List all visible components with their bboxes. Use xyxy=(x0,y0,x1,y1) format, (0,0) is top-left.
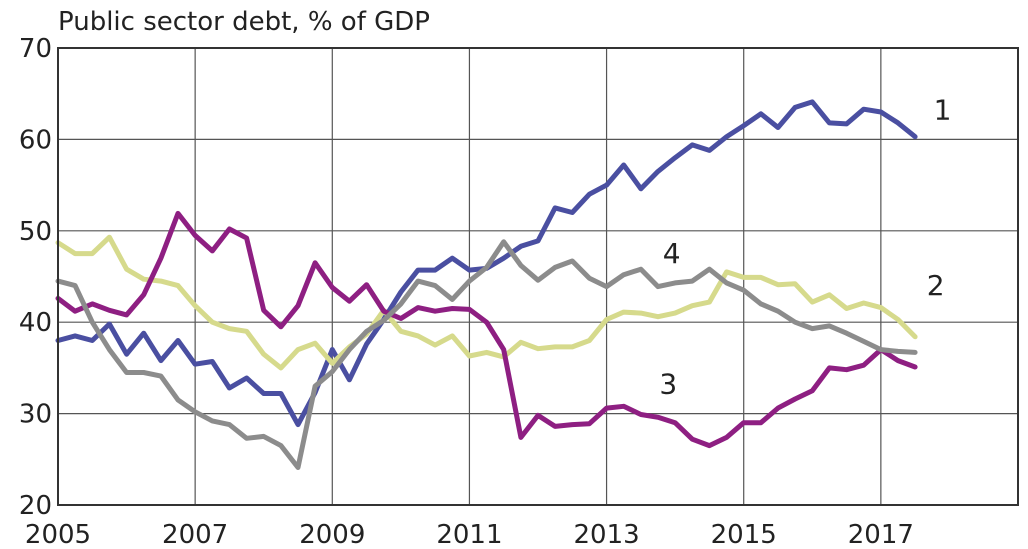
y-tick-label: 70 xyxy=(19,34,52,64)
series-line-4 xyxy=(55,239,918,470)
x-tick-label: 2009 xyxy=(299,520,365,549)
y-tick-label: 50 xyxy=(19,217,52,247)
x-tick-label: 2013 xyxy=(573,520,639,549)
y-tick-label: 60 xyxy=(19,125,52,155)
x-tick-label: 2017 xyxy=(848,520,914,549)
x-tick-label: 2007 xyxy=(162,520,228,549)
y-tick-label: 20 xyxy=(19,491,52,521)
series-label-4: 4 xyxy=(663,237,681,270)
series-labels: 1 2 3 4 xyxy=(659,93,951,400)
chart-title: Public sector debt, % of GDP xyxy=(58,7,430,37)
grid xyxy=(58,48,1018,505)
series-label-1: 1 xyxy=(934,93,952,126)
x-axis-ticks: 2005 2007 2009 2011 2013 2015 2017 xyxy=(25,520,914,549)
series-lines xyxy=(55,99,918,470)
series-label-3: 3 xyxy=(659,367,677,400)
x-tick-label: 2015 xyxy=(711,520,777,549)
x-tick-label: 2005 xyxy=(25,520,91,549)
x-tick-label: 2011 xyxy=(436,520,502,549)
y-tick-label: 30 xyxy=(19,400,52,430)
series-line-2 xyxy=(55,234,918,371)
series-line-3 xyxy=(55,210,918,449)
y-axis-ticks: 20 30 40 50 60 70 xyxy=(19,34,52,521)
plot-frame xyxy=(57,47,1019,506)
series-label-2: 2 xyxy=(927,269,945,302)
y-tick-label: 40 xyxy=(19,308,52,338)
